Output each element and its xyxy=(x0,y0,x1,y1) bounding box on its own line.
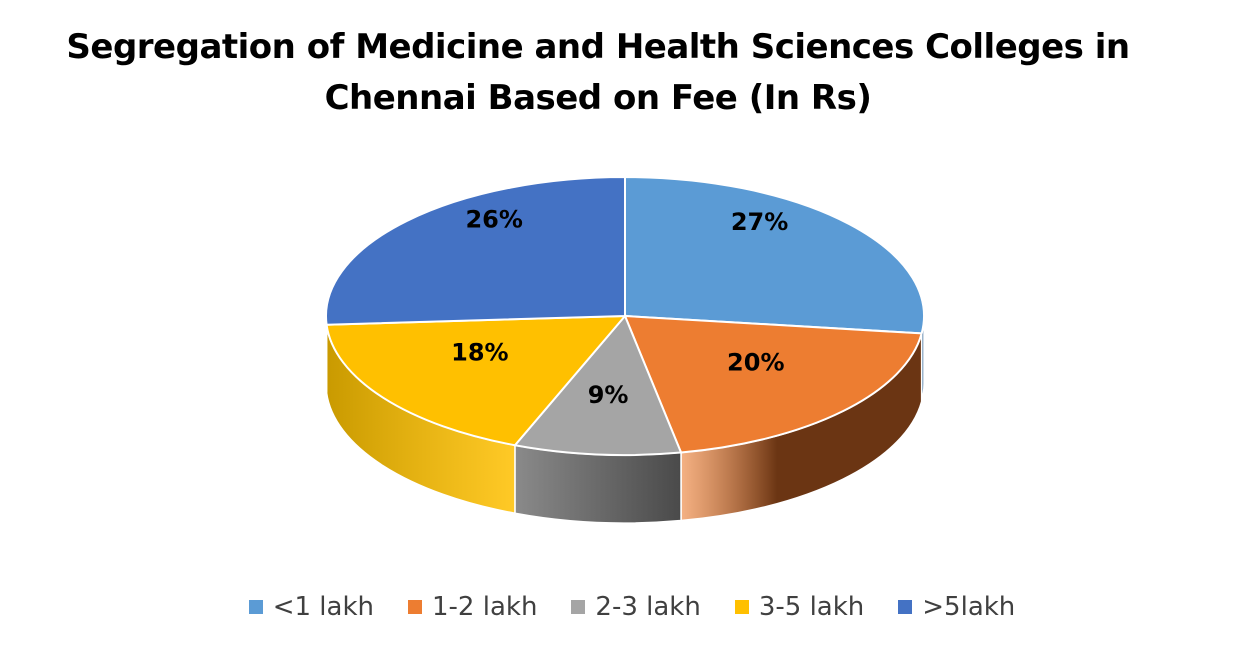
legend-label: 2-3 lakh xyxy=(595,592,701,622)
data-label: 27% xyxy=(731,208,788,236)
legend-label: <1 lakh xyxy=(272,592,374,622)
legend-label: 3-5 lakh xyxy=(758,592,865,622)
data-label: 20% xyxy=(727,348,784,376)
data-label: 26% xyxy=(465,206,522,234)
legend-label: >5lakh xyxy=(922,592,1016,622)
data-label: 18% xyxy=(451,338,508,366)
legend-item: >5lakh xyxy=(898,592,1015,622)
data-label: 9% xyxy=(588,381,629,409)
pie-slice xyxy=(623,314,923,454)
legend-swatch xyxy=(571,600,586,614)
pie-slice xyxy=(325,175,626,326)
legend-swatch xyxy=(734,600,749,614)
pie-slice xyxy=(325,314,628,447)
pie-slice xyxy=(513,314,683,456)
legend-swatch xyxy=(898,600,913,614)
legend-swatch xyxy=(248,600,263,614)
legend-swatch xyxy=(408,600,422,614)
legend-item: 1-2 lakh xyxy=(408,592,537,622)
legend-item: 2-3 lakh xyxy=(571,592,701,622)
chart-title: Segregation of Medicine and Health Scien… xyxy=(66,27,1130,118)
legend: <1 lakh 1-2 lakh 2-3 lakh 3-5 lakh >5lakh xyxy=(0,592,1250,622)
legend-label: 1-2 lakh xyxy=(432,592,538,622)
legend-item: <1 lakh xyxy=(248,592,374,622)
legend-item: 3-5 lakh xyxy=(734,592,865,622)
pie-slice xyxy=(624,175,925,335)
pie-slice-side xyxy=(514,444,682,524)
